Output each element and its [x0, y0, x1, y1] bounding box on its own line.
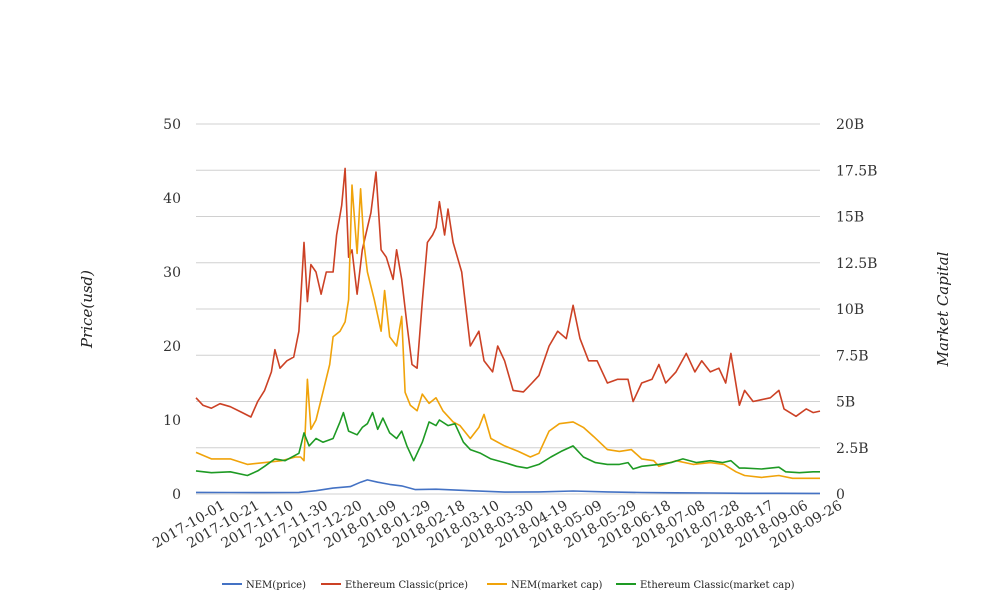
- series-line: [195, 184, 820, 480]
- y-tick-label-right: 12.5B: [836, 256, 877, 272]
- y-tick-label-right: 0: [836, 487, 845, 503]
- series-lines: [195, 167, 821, 495]
- y-tick-label-right: 20B: [836, 117, 864, 133]
- legend: NEM(price) Ethereum Classic(price) NEM(mar…: [222, 580, 795, 591]
- series-line: [195, 411, 820, 477]
- y-axis-title-right: Market Capital: [934, 251, 952, 367]
- x-axis-ticks: 2017-10-012017-10-212017-11-102017-11-30…: [150, 498, 845, 552]
- legend-label: Ethereum Classic(market cap): [640, 580, 795, 591]
- y-tick-label-left: 20: [163, 339, 181, 355]
- legend-label: NEM(market cap): [511, 580, 603, 591]
- legend-label: Ethereum Classic(price): [345, 580, 468, 591]
- series-line: [195, 167, 821, 418]
- right-axis-ticks: 0 2.5B 5B 7.5B 10B 12.5B 15B 17.5B 20B: [836, 117, 877, 503]
- series-line: [195, 479, 820, 495]
- y-tick-label-right: 15B: [836, 210, 864, 226]
- y-tick-label-right: 7.5B: [836, 348, 869, 364]
- y-tick-label-left: 50: [163, 117, 181, 133]
- y-tick-label-left: 30: [163, 265, 181, 281]
- grid-lines: [196, 123, 820, 495]
- y-tick-label-right: 2.5B: [836, 441, 869, 457]
- y-tick-label-right: 17.5B: [836, 163, 877, 179]
- y-tick-label-left: 0: [172, 487, 181, 503]
- y-axis-title-left: Price(usd): [78, 270, 96, 349]
- left-axis-ticks: 0 10 20 30 40 50: [163, 117, 181, 503]
- y-tick-label-left: 10: [163, 413, 181, 429]
- legend-label: NEM(price): [246, 580, 306, 591]
- y-tick-label-right: 5B: [836, 395, 855, 411]
- y-tick-label-right: 10B: [836, 302, 864, 318]
- y-tick-label-left: 40: [163, 191, 181, 207]
